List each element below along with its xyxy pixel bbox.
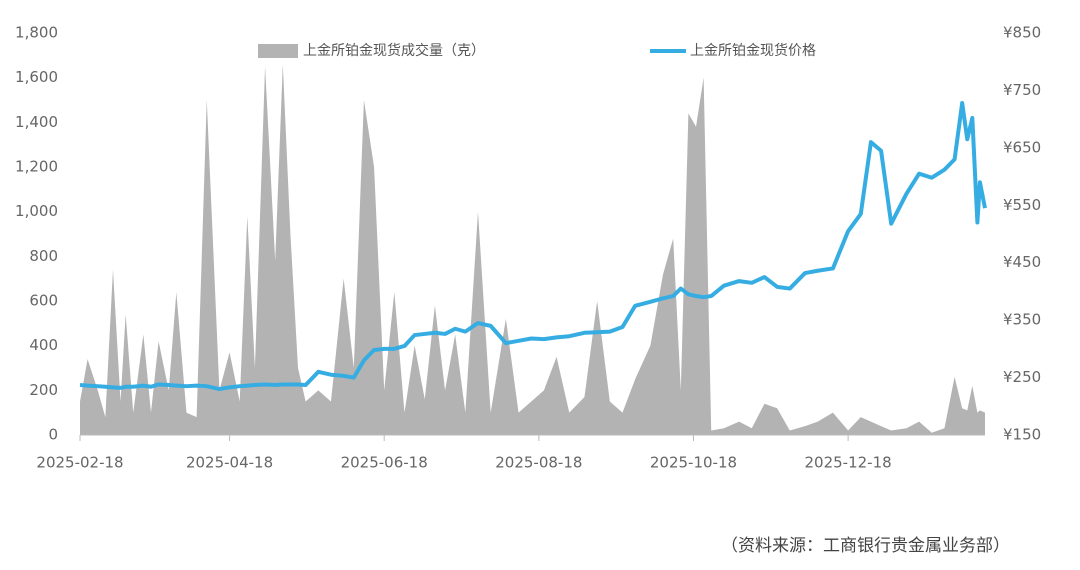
legend-swatch (258, 44, 298, 58)
y-tick-label: 1,800 (15, 24, 58, 42)
x-tick-label: 2025-08-18 (495, 454, 582, 472)
x-tick-label: 2025-06-18 (341, 454, 428, 472)
y-tick-label: 800 (29, 247, 58, 265)
y2-tick-label: ¥350 (1003, 311, 1041, 329)
y2-tick-label: ¥650 (1003, 138, 1041, 156)
x-tick-label: 2025-12-18 (805, 454, 892, 472)
y2-tick-label: ¥450 (1003, 253, 1041, 271)
price-line (79, 101, 987, 392)
legend-label: 上金所铂金现货价格 (690, 42, 816, 59)
y2-tick-label: ¥850 (1003, 24, 1041, 42)
y-tick-label: 1,000 (15, 202, 58, 220)
y-tick-label: 1,400 (15, 113, 58, 131)
y-tick-label: 400 (29, 336, 58, 354)
source-note: （资料来源：工商银行贵金属业务部） (721, 536, 1010, 556)
y2-tick-label: ¥150 (1003, 426, 1041, 444)
x-tick-label: 2025-04-18 (186, 454, 273, 472)
x-tick-label: 2025-02-18 (36, 454, 123, 472)
x-tick-label: 2025-10-18 (650, 454, 737, 472)
y2-tick-label: ¥750 (1003, 81, 1041, 99)
legend-label: 上金所铂金现货成交量（克） (303, 42, 485, 59)
y-tick-label: 200 (29, 381, 58, 399)
y2-tick-label: ¥550 (1003, 196, 1041, 214)
y-tick-label: 1,200 (15, 158, 58, 176)
y-tick-label: 600 (29, 292, 58, 310)
volume-area (80, 64, 985, 436)
y-tick-label: 0 (48, 426, 58, 444)
y-tick-label: 1,600 (15, 68, 58, 86)
y2-tick-label: ¥250 (1003, 368, 1041, 386)
